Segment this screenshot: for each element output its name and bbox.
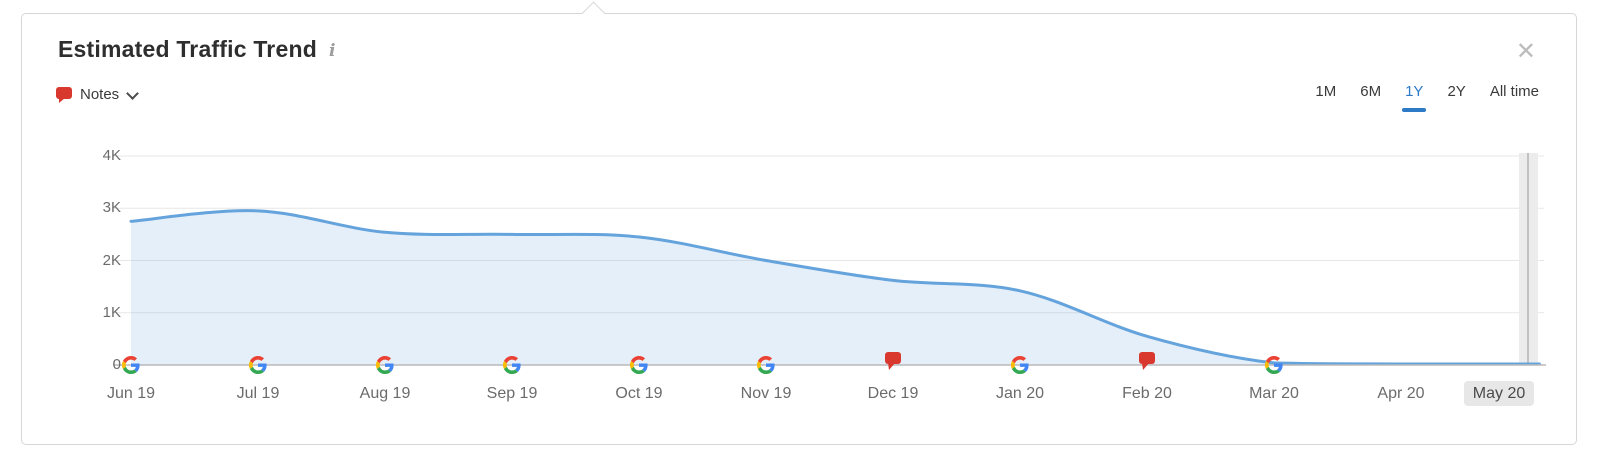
x-axis-label: May 20 <box>1444 381 1554 406</box>
y-axis-label: 0 <box>112 356 121 373</box>
highlighted-month-chip: May 20 <box>1463 381 1535 406</box>
x-axis-label: Sep 19 <box>486 385 538 402</box>
traffic-chart[interactable] <box>106 149 1551 381</box>
x-axis-label: Oct 19 <box>615 385 663 402</box>
google-update-icon[interactable] <box>503 356 521 374</box>
time-range-tab-2y[interactable]: 2Y <box>1447 83 1466 100</box>
x-axis-label: Feb 20 <box>1122 385 1172 402</box>
time-range-tab-6m[interactable]: 6M <box>1360 83 1382 100</box>
x-axis-label: Jul 19 <box>236 385 280 402</box>
note-marker-icon[interactable] <box>885 352 901 370</box>
x-axis-label: Mar 20 <box>1249 385 1299 402</box>
traffic-area <box>131 210 1540 365</box>
x-axis-label: Jan 20 <box>995 385 1045 402</box>
google-update-icon[interactable] <box>122 356 140 374</box>
google-update-icon[interactable] <box>1011 356 1029 374</box>
google-update-icon[interactable] <box>757 356 775 374</box>
close-icon[interactable]: ✕ <box>1515 38 1536 65</box>
time-range-tab-1m[interactable]: 1M <box>1315 83 1337 100</box>
y-axis-label: 4K <box>102 147 121 164</box>
notes-label: Notes <box>80 86 120 103</box>
panel-title: Estimated Traffic Trend <box>58 36 317 62</box>
time-range-tab-1y[interactable]: 1Y <box>1405 83 1424 100</box>
google-update-icon[interactable] <box>630 356 648 374</box>
google-update-icon[interactable] <box>1265 356 1283 374</box>
google-update-icon[interactable] <box>249 356 267 374</box>
note-bubble-icon <box>56 87 72 103</box>
x-axis-label: Aug 19 <box>359 385 411 402</box>
popover-caret <box>581 1 606 26</box>
notes-dropdown[interactable]: Notes <box>56 86 140 103</box>
x-axis-label: Apr 20 <box>1377 385 1425 402</box>
y-axis-label: 3K <box>102 199 121 217</box>
x-axis-label: Jun 19 <box>106 385 156 402</box>
x-axis-label: Dec 19 <box>867 385 919 402</box>
time-range-tabs: 1M 6M 1Y 2Y All time <box>1315 83 1539 100</box>
y-axis-label: 1K <box>102 303 121 321</box>
info-icon[interactable]: i <box>328 41 336 61</box>
chevron-down-icon <box>126 86 140 100</box>
traffic-trend-panel: Estimated Traffic Trend i Notes 1M 6M 1Y 2Y… <box>21 1 1577 445</box>
y-axis-label: 2K <box>102 251 121 269</box>
x-axis-label: Nov 19 <box>740 385 792 402</box>
time-range-tab-all-time[interactable]: All time <box>1489 83 1539 100</box>
traffic-line <box>129 209 1541 366</box>
note-marker-icon[interactable] <box>1139 352 1155 370</box>
google-update-icon[interactable] <box>376 356 394 374</box>
panel-header: Estimated Traffic Trend i <box>58 36 335 63</box>
